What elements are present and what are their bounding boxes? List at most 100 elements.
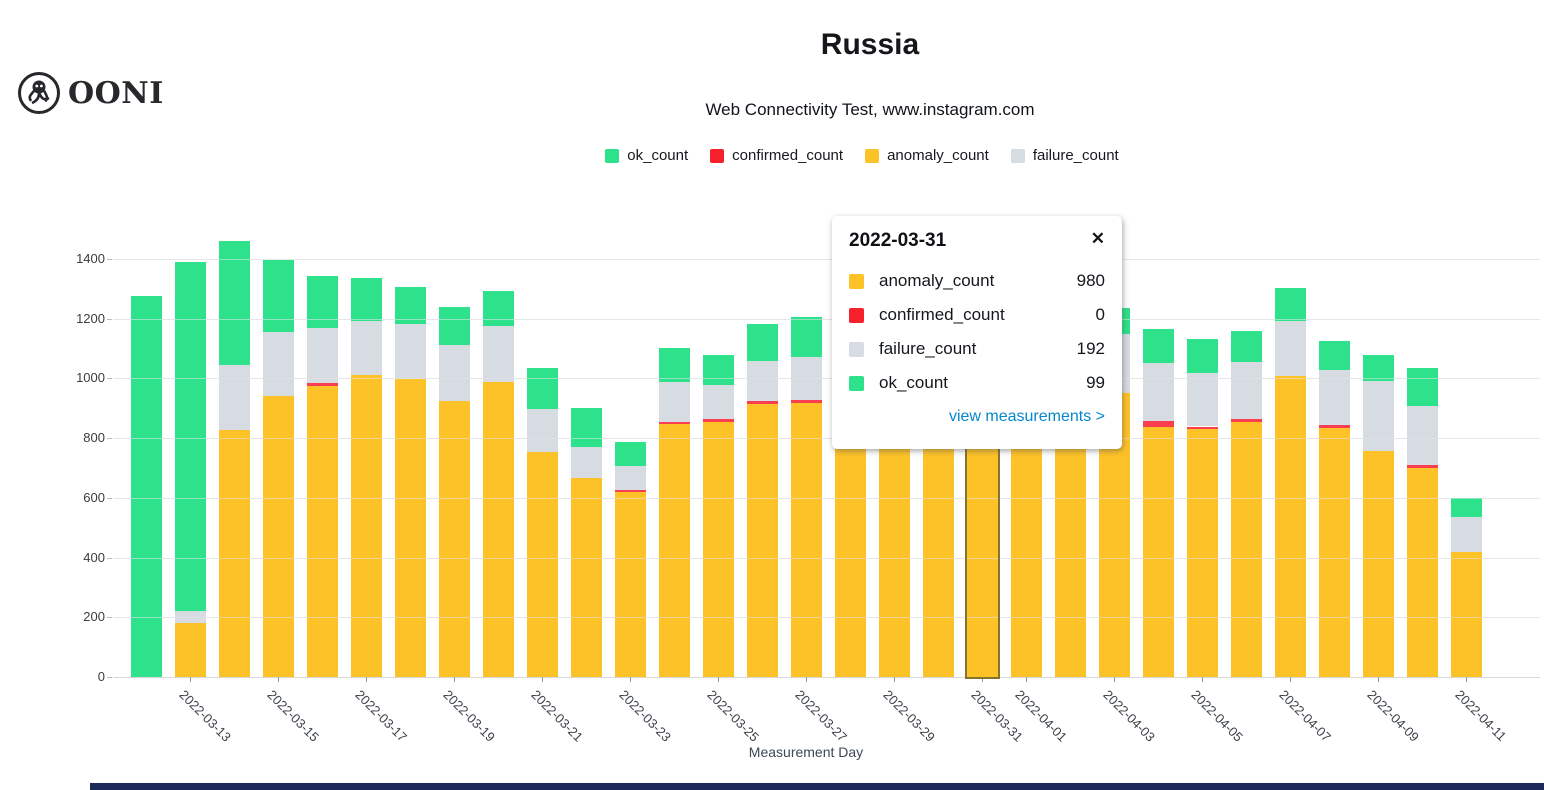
x-tick-2022-04-03: [1114, 677, 1115, 682]
bar-segment-failure_count-2022-03-23[interactable]: [614, 466, 646, 491]
bar-segment-ok_count-2022-04-05[interactable]: [1186, 338, 1218, 374]
bar-segment-failure_count-2022-04-09[interactable]: [1362, 381, 1394, 451]
bar-segment-failure_count-2022-04-04[interactable]: [1142, 363, 1174, 422]
x-tick-2022-04-07: [1290, 677, 1291, 682]
bar-segment-anomaly_count-2022-03-26[interactable]: [746, 403, 778, 677]
bar-segment-failure_count-2022-03-24[interactable]: [658, 382, 690, 422]
bar-segment-failure_count-2022-03-19[interactable]: [438, 345, 470, 401]
bar-segment-ok_count-2022-03-27[interactable]: [790, 316, 822, 357]
bar-segment-confirmed_count-2022-04-08[interactable]: [1318, 425, 1350, 429]
bar-segment-failure_count-2022-03-27[interactable]: [790, 356, 822, 400]
tooltip-row-confirmed_count: confirmed_count 0: [849, 298, 1105, 332]
bar-segment-anomaly_count-2022-03-19[interactable]: [438, 400, 470, 677]
bar-segment-failure_count-2022-03-16[interactable]: [306, 327, 338, 383]
bar-segment-confirmed_count-2022-03-23[interactable]: [614, 490, 646, 492]
bar-segment-ok_count-2022-03-24[interactable]: [658, 347, 690, 383]
bar-segment-anomaly_count-2022-03-18[interactable]: [394, 379, 426, 677]
bar-segment-failure_count-2022-04-06[interactable]: [1230, 362, 1262, 420]
bar-segment-ok_count-2022-04-04[interactable]: [1142, 329, 1174, 364]
bar-segment-anomaly_count-2022-04-08[interactable]: [1318, 428, 1350, 677]
bar-segment-ok_count-2022-03-13[interactable]: [174, 261, 206, 611]
bar-segment-ok_count-2022-03-21[interactable]: [526, 367, 558, 410]
bar-segment-confirmed_count-2022-04-05[interactable]: [1186, 426, 1218, 429]
bar-segment-ok_count-2022-04-07[interactable]: [1274, 287, 1306, 322]
bar-segment-confirmed_count-2022-04-04[interactable]: [1142, 421, 1174, 428]
bar-segment-ok_count-2022-03-25[interactable]: [702, 355, 734, 386]
legend-item-ok_count[interactable]: ok_count: [605, 147, 688, 164]
bar-segment-confirmed_count-2022-03-26[interactable]: [746, 400, 778, 404]
bar-segment-failure_count-2022-04-05[interactable]: [1186, 373, 1218, 427]
selected-bar-outline[interactable]: [964, 447, 1000, 679]
bar-segment-anomaly_count-2022-03-17[interactable]: [350, 375, 382, 677]
x-axis-label-2022-03-13: 2022-03-13: [176, 687, 235, 745]
bar-segment-failure_count-2022-03-17[interactable]: [350, 320, 382, 376]
bar-segment-ok_count-2022-03-15[interactable]: [262, 260, 294, 333]
bar-segment-anomaly_count-2022-04-04[interactable]: [1142, 427, 1174, 677]
bar-segment-anomaly_count-2022-04-10[interactable]: [1406, 468, 1438, 677]
y-tick-400: [107, 557, 112, 559]
bar-segment-confirmed_count-2022-03-27[interactable]: [790, 399, 822, 403]
bar-segment-confirmed_count-2022-04-06[interactable]: [1230, 419, 1262, 422]
bar-segment-ok_count-2022-03-22[interactable]: [570, 407, 602, 447]
bar-segment-anomaly_count-2022-03-20[interactable]: [482, 382, 514, 677]
legend-item-failure_count[interactable]: failure_count: [1010, 147, 1119, 164]
bar-segment-anomaly_count-2022-03-15[interactable]: [262, 396, 294, 677]
x-axis-label-2022-04-05: 2022-04-05: [1188, 687, 1247, 745]
bar-segment-anomaly_count-2022-04-05[interactable]: [1186, 428, 1218, 677]
close-icon[interactable]: ✕: [1090, 229, 1105, 248]
bar-segment-anomaly_count-2022-03-24[interactable]: [658, 424, 690, 677]
bar-segment-anomaly_count-2022-04-11[interactable]: [1450, 551, 1482, 677]
bar-segment-ok_count-2022-03-16[interactable]: [306, 276, 338, 328]
bar-segment-confirmed_count-2022-03-25[interactable]: [702, 419, 734, 423]
bar-segment-anomaly_count-2022-03-25[interactable]: [702, 422, 734, 677]
bar-segment-failure_count-2022-03-25[interactable]: [702, 385, 734, 420]
bar-segment-failure_count-2022-03-20[interactable]: [482, 325, 514, 382]
bar-segment-anomaly_count-2022-03-16[interactable]: [306, 386, 338, 677]
bar-segment-failure_count-2022-03-22[interactable]: [570, 446, 602, 478]
legend-item-confirmed_count[interactable]: confirmed_count: [710, 147, 843, 164]
bar-segment-failure_count-2022-03-14[interactable]: [218, 364, 250, 431]
bar-segment-ok_count-2022-04-11[interactable]: [1450, 497, 1482, 517]
bar-segment-anomaly_count-2022-03-22[interactable]: [570, 477, 602, 677]
bar-segment-confirmed_count-2022-04-10[interactable]: [1406, 465, 1438, 469]
bar-segment-ok_count-2022-03-12[interactable]: [130, 296, 162, 677]
bar-segment-ok_count-2022-03-14[interactable]: [218, 241, 250, 365]
bar-segment-ok_count-2022-04-08[interactable]: [1318, 341, 1350, 370]
bar-segment-anomaly_count-2022-03-14[interactable]: [218, 430, 250, 677]
bar-segment-failure_count-2022-03-18[interactable]: [394, 323, 426, 380]
bar-segment-anomaly_count-2022-04-09[interactable]: [1362, 450, 1394, 677]
y-tick-0: [107, 677, 112, 678]
bar-segment-failure_count-2022-04-10[interactable]: [1406, 405, 1438, 465]
bar-segment-ok_count-2022-04-10[interactable]: [1406, 367, 1438, 406]
bar-segment-ok_count-2022-04-09[interactable]: [1362, 355, 1394, 382]
bar-segment-failure_count-2022-04-11[interactable]: [1450, 516, 1482, 552]
bar-segment-ok_count-2022-03-18[interactable]: [394, 286, 426, 324]
x-tick-2022-03-23: [630, 677, 631, 682]
gridline-overlay-200: [113, 617, 1540, 619]
x-axis-label-2022-03-29: 2022-03-29: [880, 687, 939, 745]
view-measurements-link[interactable]: view measurements >: [948, 408, 1105, 425]
bar-segment-ok_count-2022-04-06[interactable]: [1230, 330, 1262, 363]
bar-segment-anomaly_count-2022-03-27[interactable]: [790, 402, 822, 677]
horizontal-scrollbar[interactable]: [90, 783, 1544, 790]
bar-segment-confirmed_count-2022-03-16[interactable]: [306, 382, 338, 387]
bar-segment-failure_count-2022-03-15[interactable]: [262, 332, 294, 397]
bar-segment-anomaly_count-2022-03-23[interactable]: [614, 491, 646, 677]
bar-segment-ok_count-2022-03-20[interactable]: [482, 291, 514, 326]
legend-item-anomaly_count[interactable]: anomaly_count: [865, 147, 989, 164]
bar-segment-failure_count-2022-04-07[interactable]: [1274, 321, 1306, 376]
bar-segment-failure_count-2022-03-13[interactable]: [174, 610, 206, 624]
bar-segment-failure_count-2022-03-26[interactable]: [746, 361, 778, 401]
bar-segment-ok_count-2022-03-26[interactable]: [746, 323, 778, 362]
bar-segment-failure_count-2022-03-21[interactable]: [526, 409, 558, 453]
bar-segment-anomaly_count-2022-03-13[interactable]: [174, 623, 206, 677]
bar-segment-anomaly_count-2022-04-06[interactable]: [1230, 421, 1262, 677]
bar-segment-ok_count-2022-03-17[interactable]: [350, 278, 382, 321]
bar-segment-anomaly_count-2022-04-07[interactable]: [1274, 375, 1306, 677]
tooltip-row-label: anomaly_count: [879, 271, 995, 290]
bar-segment-confirmed_count-2022-03-24[interactable]: [658, 422, 690, 425]
bar-segment-ok_count-2022-03-19[interactable]: [438, 307, 470, 346]
bar-segment-anomaly_count-2022-03-21[interactable]: [526, 452, 558, 677]
bar-segment-ok_count-2022-03-23[interactable]: [614, 442, 646, 467]
